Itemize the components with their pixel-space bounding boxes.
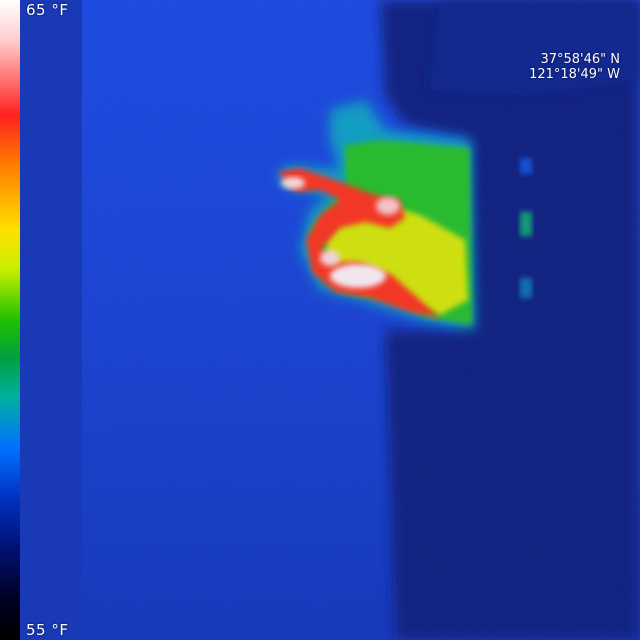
temperature-scale-bar bbox=[0, 0, 20, 640]
scale-max-label: 65 °F bbox=[26, 1, 69, 19]
scale-min-label: 55 °F bbox=[26, 621, 69, 639]
latitude-text: 37°58'46" N bbox=[540, 52, 620, 67]
gps-coordinates: 37°58'46" N 121°18'49" W bbox=[529, 52, 620, 82]
longitude-text: 121°18'49" W bbox=[529, 67, 620, 82]
